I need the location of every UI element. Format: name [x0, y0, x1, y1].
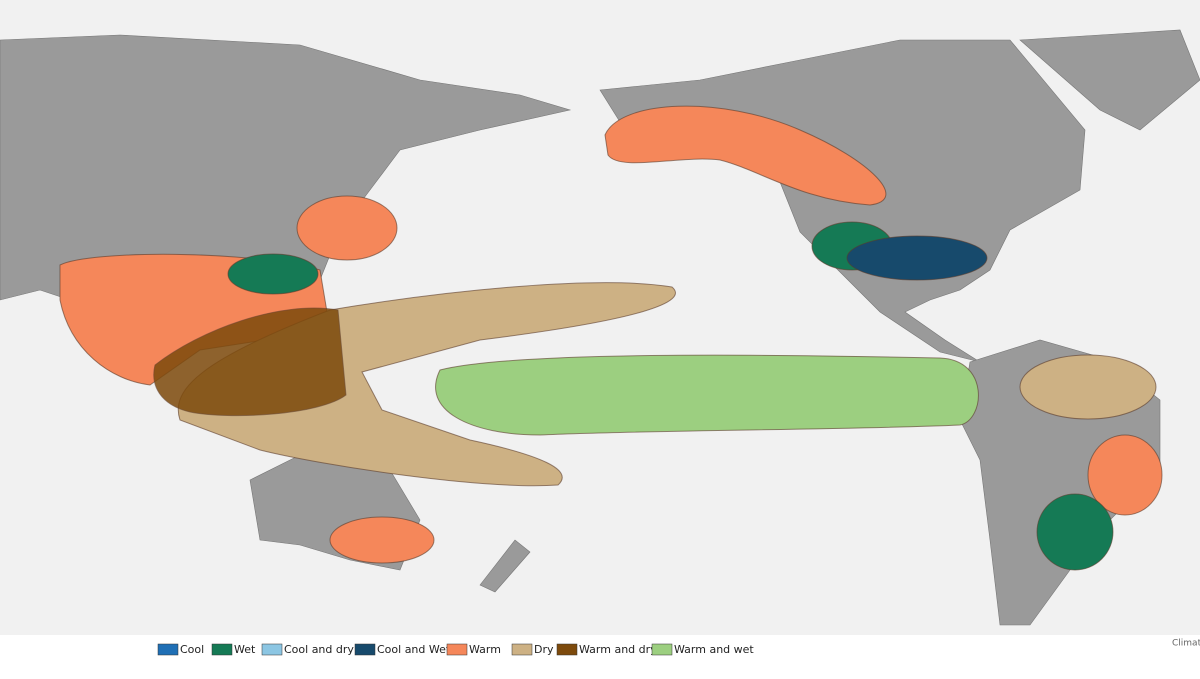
region-warm-australia [329, 516, 435, 564]
legend-swatch [556, 643, 578, 656]
legend-swatch [261, 643, 283, 656]
legend-label: Cool and dry [284, 643, 354, 656]
region-warm-dry-indonesia [153, 307, 347, 417]
legend-label: Warm [469, 643, 501, 656]
greenland [1019, 29, 1200, 131]
legend-swatch [446, 643, 468, 656]
legend-swatch [211, 643, 233, 656]
regions [59, 105, 1163, 571]
region-warm-japan [296, 195, 398, 261]
region-wet-china [227, 253, 319, 295]
region-warm-brazil [1087, 434, 1163, 516]
credit: Climat [1172, 639, 1200, 649]
region-cool-wet-us [846, 235, 988, 281]
region-dry-brazil [1019, 354, 1157, 420]
legend-swatch [354, 643, 376, 656]
legend-label: Warm and dry [579, 643, 657, 656]
legend-swatch [651, 643, 673, 656]
legend-label: Cool [180, 643, 204, 656]
legend-label: Warm and wet [674, 643, 754, 656]
region-warm-alaska [604, 105, 887, 206]
legend-swatch [157, 643, 179, 656]
legend-label: Cool and Wet [377, 643, 451, 656]
legend-label: Wet [234, 643, 256, 656]
region-wet-argentina [1036, 493, 1114, 571]
legend-label: Dry [534, 643, 554, 656]
legend-swatch [511, 643, 533, 656]
legend: Cool Wet Cool and dry Cool and Wet Warm Dry Wa… [157, 643, 754, 656]
new-zealand [479, 539, 531, 593]
region-warm-wet-pacific [435, 354, 979, 436]
